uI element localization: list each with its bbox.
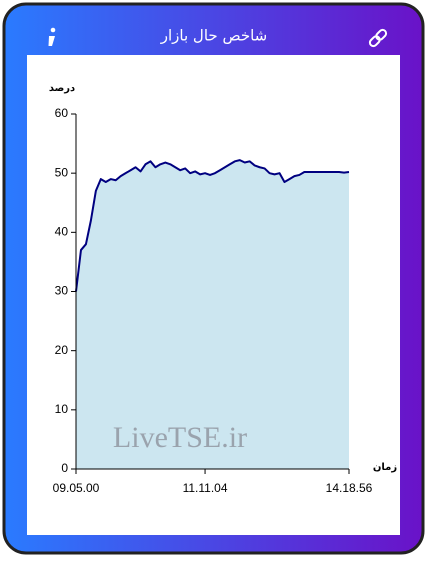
- y-tick-label: 50: [55, 165, 69, 179]
- y-tick-label: 60: [55, 106, 69, 120]
- info-icon[interactable]: [48, 27, 56, 46]
- y-tick-label: 40: [55, 225, 69, 239]
- link-icon[interactable]: [368, 28, 388, 48]
- x-tick-label: 11.11.04: [183, 481, 228, 495]
- plot: LiveTSE.ir 0 10 20 30 40 50 60 09.05.00 11.11.04 1…: [53, 106, 373, 495]
- x-tick-label: 14.18.56: [326, 481, 373, 495]
- line: [75, 159, 350, 292]
- y-tick-label: 30: [55, 284, 69, 298]
- x-tick-label: 09.05.00: [53, 481, 100, 495]
- x-axis-label: زمان: [373, 462, 397, 473]
- y-tick-label: 0: [61, 461, 68, 475]
- area-fill: [76, 160, 349, 469]
- y-tick-label: 10: [55, 402, 69, 416]
- y-tick-label: 20: [55, 343, 69, 357]
- y-axis-label: درصد: [49, 83, 75, 94]
- watermark: LiveTSE.ir: [113, 421, 247, 454]
- widget-title: شاخص حال بازار: [160, 27, 267, 45]
